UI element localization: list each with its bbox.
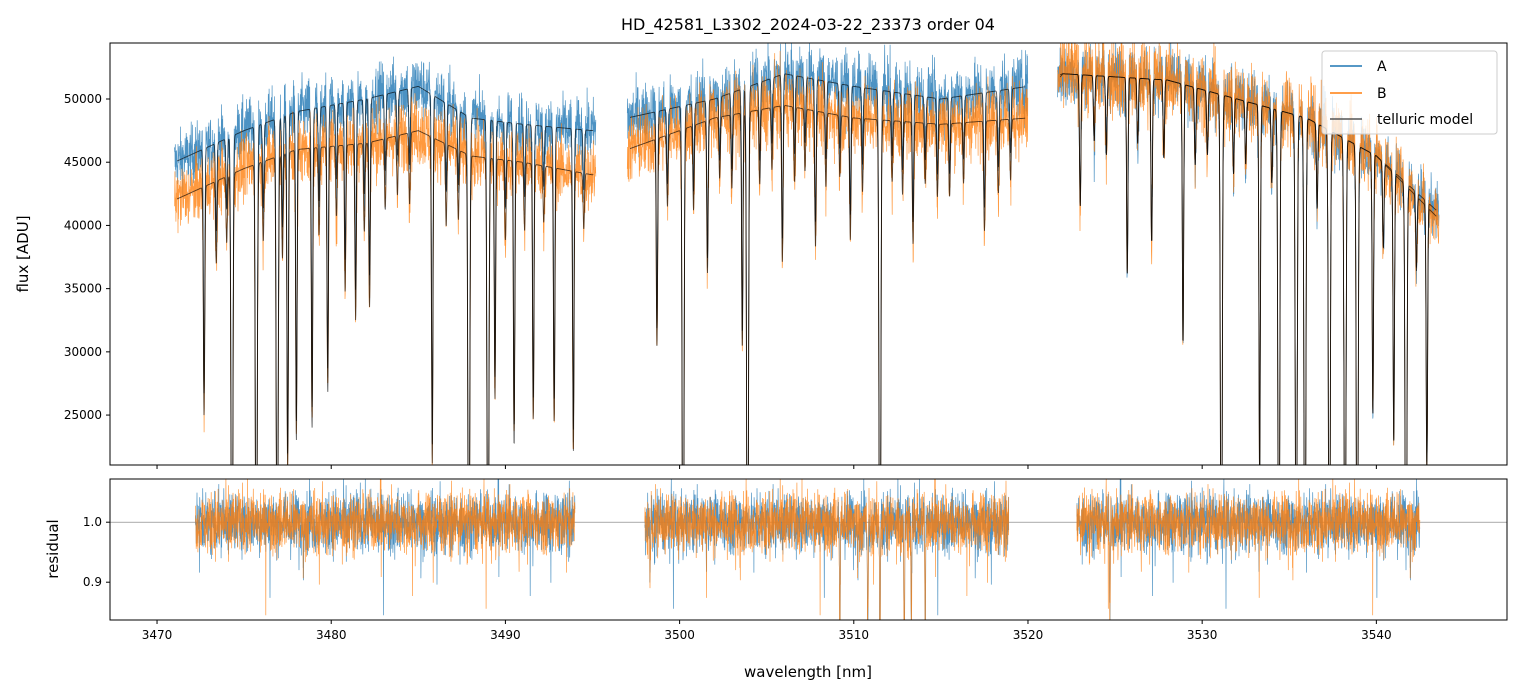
flux-y-tick-label: 45000 [64, 155, 102, 169]
legend-frame [1321, 50, 1498, 135]
legend-label-telluric: telluric model [1377, 112, 1473, 128]
flux-axes-frame [109, 42, 1508, 466]
chart-title: HD_42581_L3302_2024-03-22_23373 order 04 [621, 15, 995, 35]
x-tick-label: 3490 [490, 628, 521, 642]
telluric-model-b-segment-0 [176, 130, 594, 465]
series-b-segment-1 [626, 50, 1029, 465]
series-b-segment-2 [1057, 43, 1440, 465]
x-tick-label: 3470 [142, 628, 173, 642]
residual-y-tick-label: 0.9 [83, 575, 102, 589]
x-tick-label: 3480 [316, 628, 347, 642]
x-tick-label: 3500 [664, 628, 695, 642]
telluric-model-b-segment-1 [629, 105, 1026, 465]
residual-a-segment-2 [1076, 479, 1421, 620]
residual-b-segment-2 [1076, 479, 1421, 620]
y-axis-label-flux: flux [ADU] [14, 215, 32, 292]
y-axis-label-residual: residual [44, 519, 62, 578]
x-tick-label: 3530 [1187, 628, 1218, 642]
x-tick-label: 3520 [1013, 628, 1044, 642]
flux-y-tick-label: 30000 [64, 345, 102, 359]
flux-y-tick-label: 40000 [64, 218, 102, 232]
residual-a-segment-0 [195, 479, 576, 616]
x-tick-label: 3510 [839, 628, 870, 642]
legend: A B telluric model [1321, 50, 1498, 135]
legend-label-a: A [1377, 59, 1387, 75]
flux-panel: 25000 30000 35000 40000 45000 50000 [64, 42, 1508, 469]
residual-y-tick-label: 1.0 [83, 515, 102, 529]
flux-y-tick-label: 25000 [64, 408, 102, 422]
telluric-model-a-segment-0 [176, 85, 594, 465]
residual-axes-frame [109, 478, 1508, 621]
telluric-model-a-segment-1 [629, 73, 1026, 465]
x-axis-label: wavelength [nm] [744, 663, 872, 681]
flux-y-tick-label: 35000 [64, 282, 102, 296]
flux-y-tick-label: 50000 [64, 92, 102, 106]
residual-panel: 3470 3480 3490 3500 3510 3520 3530 3540 0.9 1.0 [83, 478, 1508, 642]
residual-b-segment-1 [644, 479, 1010, 620]
residual-b-segment-0 [195, 479, 576, 616]
x-tick-label: 3540 [1361, 628, 1392, 642]
telluric-model-b-segment-2 [1059, 73, 1437, 465]
legend-label-b: B [1377, 86, 1387, 102]
